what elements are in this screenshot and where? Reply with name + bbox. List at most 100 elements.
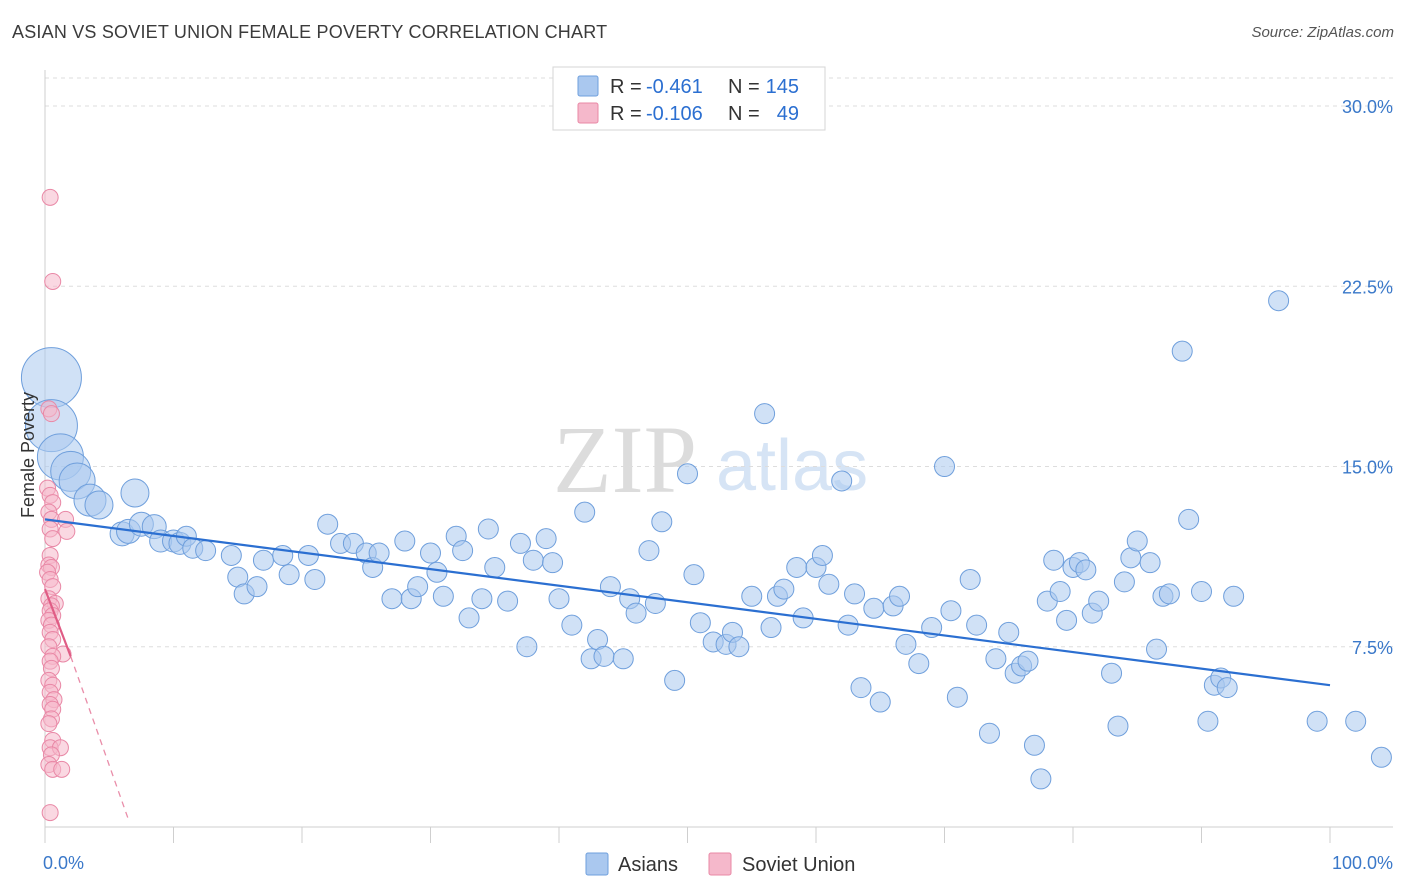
soviet-union-point bbox=[41, 188, 59, 206]
asians-point bbox=[394, 530, 416, 552]
legend-r-label-soviet: R = bbox=[610, 103, 642, 125]
asians-point bbox=[1049, 580, 1071, 602]
asians-point bbox=[728, 636, 750, 658]
asians-point bbox=[1126, 530, 1148, 552]
series-asians bbox=[20, 290, 1392, 790]
asians-point bbox=[773, 578, 795, 600]
asians-point bbox=[522, 549, 544, 571]
asians-point bbox=[1088, 590, 1110, 612]
asians-point bbox=[1056, 609, 1078, 631]
asians-point bbox=[1345, 710, 1367, 732]
asians-point bbox=[677, 463, 698, 485]
asians-point bbox=[220, 544, 242, 566]
x-tick-label-min: 0.0% bbox=[43, 853, 84, 873]
asians-point bbox=[1370, 746, 1392, 768]
asians-point bbox=[1268, 290, 1290, 312]
asians-point bbox=[484, 556, 506, 578]
y-tick-label: 7.5% bbox=[1352, 638, 1393, 658]
asians-point bbox=[278, 564, 300, 586]
y-axis-label: Female Poverty bbox=[18, 392, 38, 518]
asians-point bbox=[1191, 580, 1212, 602]
asians-point bbox=[548, 588, 570, 610]
asians-point bbox=[574, 501, 596, 523]
asians-point bbox=[818, 573, 840, 595]
asians-point bbox=[432, 585, 454, 607]
asians-point bbox=[1146, 638, 1168, 660]
asians-point bbox=[959, 568, 981, 590]
asians-point bbox=[1023, 734, 1045, 756]
asians-point bbox=[246, 576, 268, 598]
asians-point bbox=[1223, 585, 1245, 607]
asians-point bbox=[297, 544, 319, 566]
asians-point bbox=[497, 590, 519, 612]
asians-point bbox=[1030, 768, 1052, 790]
soviet-union-point bbox=[42, 405, 60, 423]
asians-point bbox=[516, 636, 538, 658]
y-tick-label: 15.0% bbox=[1342, 458, 1393, 478]
asians-point bbox=[542, 552, 564, 574]
asians-point bbox=[561, 614, 583, 636]
asians-point bbox=[811, 544, 833, 566]
asians-point bbox=[420, 542, 441, 564]
asians-point bbox=[1101, 662, 1123, 684]
asians-point bbox=[252, 549, 274, 571]
asians-point bbox=[889, 585, 911, 607]
asians-point bbox=[1043, 549, 1065, 571]
asians-point bbox=[638, 540, 660, 562]
asians-point bbox=[895, 633, 917, 655]
series-legend: Asians Soviet Union bbox=[585, 852, 855, 876]
asians-point bbox=[1017, 650, 1039, 672]
soviet-union-point bbox=[44, 272, 62, 290]
asians-point bbox=[863, 597, 885, 619]
asians-point bbox=[1171, 340, 1193, 362]
asians-point bbox=[786, 556, 808, 578]
legend-n-value-soviet: 49 bbox=[777, 103, 799, 125]
series-soviet-union bbox=[39, 188, 76, 822]
asians-point bbox=[535, 528, 557, 550]
asians-point bbox=[683, 564, 705, 586]
legend-bottom-label-soviet-union: Soviet Union bbox=[742, 854, 855, 876]
legend-n-label-asians: N = bbox=[728, 76, 760, 98]
asians-point bbox=[946, 686, 968, 708]
asians-point bbox=[978, 722, 1000, 744]
asians-point bbox=[908, 653, 930, 675]
asians-point bbox=[195, 540, 217, 562]
asians-point bbox=[304, 568, 326, 590]
chart-title: ASIAN VS SOVIET UNION FEMALE POVERTY COR… bbox=[12, 22, 608, 42]
asians-point bbox=[966, 614, 988, 636]
asians-point bbox=[831, 470, 853, 492]
soviet-union-point bbox=[41, 804, 59, 822]
asians-point bbox=[850, 677, 872, 699]
soviet-union-trend-extension bbox=[70, 656, 130, 821]
asians-point bbox=[509, 532, 531, 554]
asians-point bbox=[317, 513, 339, 535]
legend-r-value-soviet: -0.106 bbox=[646, 103, 703, 125]
asians-point bbox=[593, 645, 615, 667]
asians-point bbox=[998, 621, 1020, 643]
asians-point bbox=[120, 478, 150, 508]
legend-r-value-asians: -0.461 bbox=[646, 76, 703, 98]
asians-point bbox=[625, 602, 647, 624]
asians-point bbox=[1216, 677, 1238, 699]
legend-bottom-swatch-asians bbox=[585, 852, 609, 876]
asians-point bbox=[940, 600, 962, 622]
trend-lines bbox=[43, 518, 1331, 821]
legend-swatch-soviet-union bbox=[577, 102, 599, 124]
asians-point bbox=[651, 511, 673, 533]
legend-swatch-asians bbox=[577, 75, 599, 97]
asians-point bbox=[381, 588, 403, 610]
asians-point bbox=[760, 617, 782, 639]
asians-point bbox=[689, 612, 711, 634]
asians-trend-line bbox=[44, 518, 1331, 687]
asians-point bbox=[1107, 715, 1129, 737]
soviet-union-point bbox=[44, 530, 62, 548]
asians-point bbox=[985, 648, 1007, 670]
soviet-union-point bbox=[40, 715, 58, 733]
legend-n-label-soviet: N = bbox=[728, 103, 760, 125]
asians-point bbox=[477, 518, 499, 540]
legend-bottom-swatch-soviet-union bbox=[708, 852, 732, 876]
asians-point bbox=[471, 588, 493, 610]
soviet-union-trend-line bbox=[43, 588, 72, 657]
y-tick-label: 22.5% bbox=[1342, 277, 1393, 297]
